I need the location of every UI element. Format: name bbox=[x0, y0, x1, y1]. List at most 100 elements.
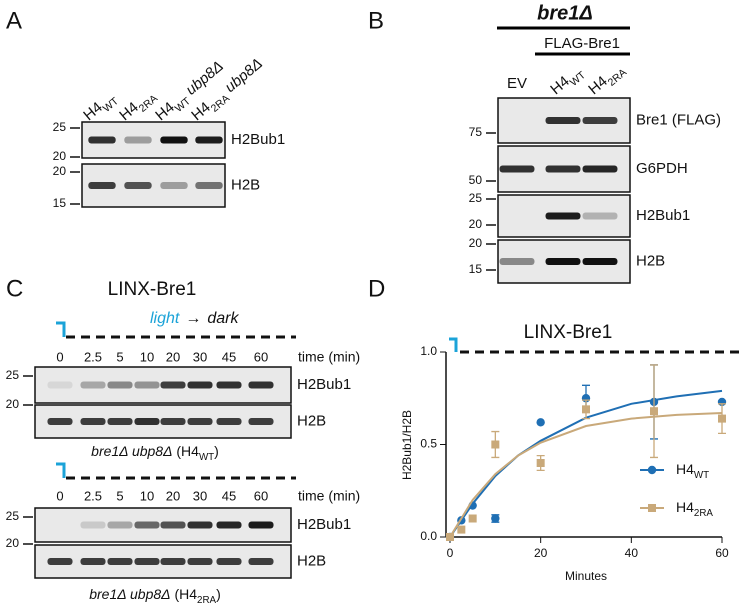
band bbox=[160, 381, 186, 389]
timepoint: 30 bbox=[193, 349, 207, 364]
arrow: → bbox=[185, 310, 201, 327]
light: light bbox=[150, 310, 180, 327]
band bbox=[160, 558, 186, 565]
caption-part: ) bbox=[214, 443, 219, 459]
blot-label: H2B bbox=[636, 252, 665, 269]
band bbox=[248, 558, 274, 565]
timepoint: 45 bbox=[222, 488, 236, 503]
band bbox=[545, 258, 581, 265]
timepoint: 60 bbox=[254, 349, 268, 364]
legend-label: H42RA bbox=[676, 499, 713, 519]
band bbox=[80, 558, 106, 565]
panel-title: LINX-Bre1 bbox=[108, 279, 197, 300]
point bbox=[582, 405, 590, 414]
point bbox=[718, 414, 726, 423]
lane-label: EV bbox=[507, 75, 527, 92]
mw-marker: 15 bbox=[53, 196, 67, 210]
timepoint: 0 bbox=[56, 349, 63, 364]
band bbox=[582, 165, 618, 173]
timepoint: 0 bbox=[56, 488, 63, 503]
lane-label-part: ubp8Δ bbox=[219, 55, 266, 99]
caption-part: 2RA bbox=[197, 595, 217, 605]
dark: dark bbox=[207, 310, 239, 327]
caption-part: bre1Δ ubp8Δ bbox=[89, 586, 170, 602]
blot-label: H2B bbox=[231, 176, 260, 193]
band bbox=[582, 258, 618, 265]
x-tick-label: 20 bbox=[534, 546, 548, 560]
timepoint: 2.5 bbox=[84, 349, 102, 364]
lane-label-part: ubp8Δ bbox=[179, 58, 226, 102]
point bbox=[446, 533, 454, 541]
y-axis-label: H2Bub1/H2B bbox=[400, 410, 414, 480]
timepoint: 20 bbox=[166, 349, 180, 364]
band bbox=[160, 521, 186, 529]
band bbox=[80, 521, 106, 529]
band bbox=[134, 558, 160, 565]
mw-marker: 20 bbox=[469, 236, 483, 250]
point bbox=[457, 525, 466, 534]
band bbox=[248, 418, 274, 425]
timepoint: 45 bbox=[222, 349, 236, 364]
lane-label: H4WT bbox=[80, 88, 121, 127]
timepoint: 60 bbox=[254, 488, 268, 503]
legend-marker bbox=[648, 504, 656, 512]
caption-part: bre1Δ ubp8Δ bbox=[91, 443, 172, 459]
chart-title: LINX-Bre1 bbox=[524, 322, 613, 343]
blot-label: Bre1 (FLAG) bbox=[636, 111, 721, 128]
point bbox=[491, 514, 500, 523]
legend-label: H4WT bbox=[676, 461, 709, 481]
band bbox=[80, 381, 106, 389]
timepoint: 30 bbox=[193, 488, 207, 503]
time-label: time (min) bbox=[298, 349, 360, 365]
timepoint: 10 bbox=[140, 349, 154, 364]
band bbox=[47, 381, 73, 389]
legend-label-part: 2RA bbox=[694, 508, 714, 519]
y-tick-label: 0.5 bbox=[420, 437, 437, 451]
mw-marker: 25 bbox=[469, 191, 483, 205]
timepoint: 10 bbox=[140, 488, 154, 503]
blot-label: H2Bub1 bbox=[231, 131, 285, 148]
blot-label: H2Bub1 bbox=[636, 207, 690, 224]
mw-marker: 20 bbox=[6, 536, 20, 550]
point bbox=[491, 440, 500, 449]
blot-label: H2Bub1 bbox=[297, 376, 351, 393]
light-dark: light → dark bbox=[150, 310, 239, 327]
strain-label: bre1Δ bbox=[537, 2, 593, 24]
band bbox=[582, 117, 618, 124]
mw-marker: 20 bbox=[469, 217, 483, 231]
timepoint: 5 bbox=[116, 349, 123, 364]
band bbox=[545, 117, 581, 124]
lane-label-part: H4 bbox=[116, 99, 142, 124]
group-label: FLAG-Bre1 bbox=[544, 35, 620, 52]
band bbox=[195, 182, 223, 189]
caption-part: (H4 bbox=[171, 586, 198, 602]
mw-marker: 20 bbox=[53, 164, 67, 178]
point bbox=[650, 407, 658, 416]
x-axis-label: Minutes bbox=[565, 569, 607, 583]
blot-label: G6PDH bbox=[636, 160, 688, 177]
blot-label: H2Bub1 bbox=[297, 516, 351, 533]
band bbox=[499, 165, 535, 173]
band bbox=[499, 258, 535, 265]
band bbox=[107, 521, 133, 529]
mw-marker: 15 bbox=[469, 262, 483, 276]
x-tick-label: 0 bbox=[447, 546, 454, 560]
band bbox=[134, 521, 160, 529]
band bbox=[187, 558, 213, 565]
mw-marker: 50 bbox=[469, 173, 483, 187]
panel-letter: A bbox=[6, 7, 22, 34]
band bbox=[545, 212, 581, 220]
panel-letter: C bbox=[6, 275, 23, 302]
mw-marker: 25 bbox=[6, 509, 20, 523]
caption: bre1Δ ubp8Δ (H4WT) bbox=[91, 443, 219, 463]
mw-marker: 20 bbox=[53, 149, 67, 163]
blot-label: H2B bbox=[297, 552, 326, 569]
band bbox=[187, 521, 213, 529]
caption: bre1Δ ubp8Δ (H42RA) bbox=[89, 586, 221, 605]
lane-label-part: H4 bbox=[80, 99, 106, 124]
mw-marker: 25 bbox=[6, 368, 20, 382]
band bbox=[134, 418, 160, 425]
lane-label-part: H4 bbox=[188, 99, 214, 124]
mw-marker: 75 bbox=[469, 125, 483, 139]
